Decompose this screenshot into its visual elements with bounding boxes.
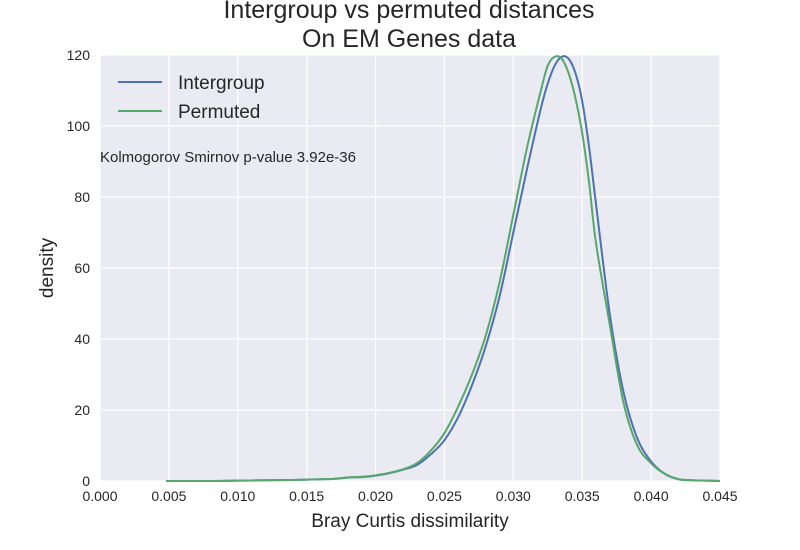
legend-label: Permuted xyxy=(178,102,260,123)
gridlines xyxy=(99,54,721,482)
x-tick-label: 0.010 xyxy=(220,488,255,504)
x-tick-label: 0.045 xyxy=(702,488,737,504)
legend: Intergroup Permuted xyxy=(118,73,265,123)
x-tick-label: 0.000 xyxy=(82,488,117,504)
y-tick-label: 40 xyxy=(74,331,90,347)
x-tick-label: 0.035 xyxy=(565,488,600,504)
ks-annotation: Kolmogorov Smirnov p-value 3.92e-36 xyxy=(100,149,356,166)
y-tick-label: 100 xyxy=(67,118,91,134)
x-tick-label: 0.030 xyxy=(496,488,531,504)
series-lines xyxy=(166,55,721,483)
x-tick-label: 0.040 xyxy=(634,488,669,504)
y-tick-label: 60 xyxy=(74,260,90,276)
chart-subtitle: On EM Genes data xyxy=(302,25,516,53)
y-tick-label: 0 xyxy=(82,473,90,489)
x-tick-label: 0.015 xyxy=(289,488,324,504)
y-tick-label: 20 xyxy=(74,402,90,418)
x-tick-label: 0.020 xyxy=(358,488,393,504)
y-tick-label: 80 xyxy=(74,189,90,205)
x-tick-label: 0.005 xyxy=(151,488,186,504)
x-axis-label: Bray Curtis dissimilarity xyxy=(311,511,509,532)
y-tick-label: 120 xyxy=(67,47,91,63)
y-axis-label: density xyxy=(37,237,58,298)
chart-title: Intergroup vs permuted distances xyxy=(223,0,594,24)
series-line-permuted xyxy=(166,55,721,483)
x-tick-labels: 0.000 0.005 0.010 0.015 0.020 0.025 0.030 0.035… xyxy=(82,488,737,504)
legend-label: Intergroup xyxy=(178,73,265,94)
x-tick-label: 0.025 xyxy=(427,488,462,504)
y-tick-labels: 0 20 40 60 80 100 120 xyxy=(67,47,91,489)
